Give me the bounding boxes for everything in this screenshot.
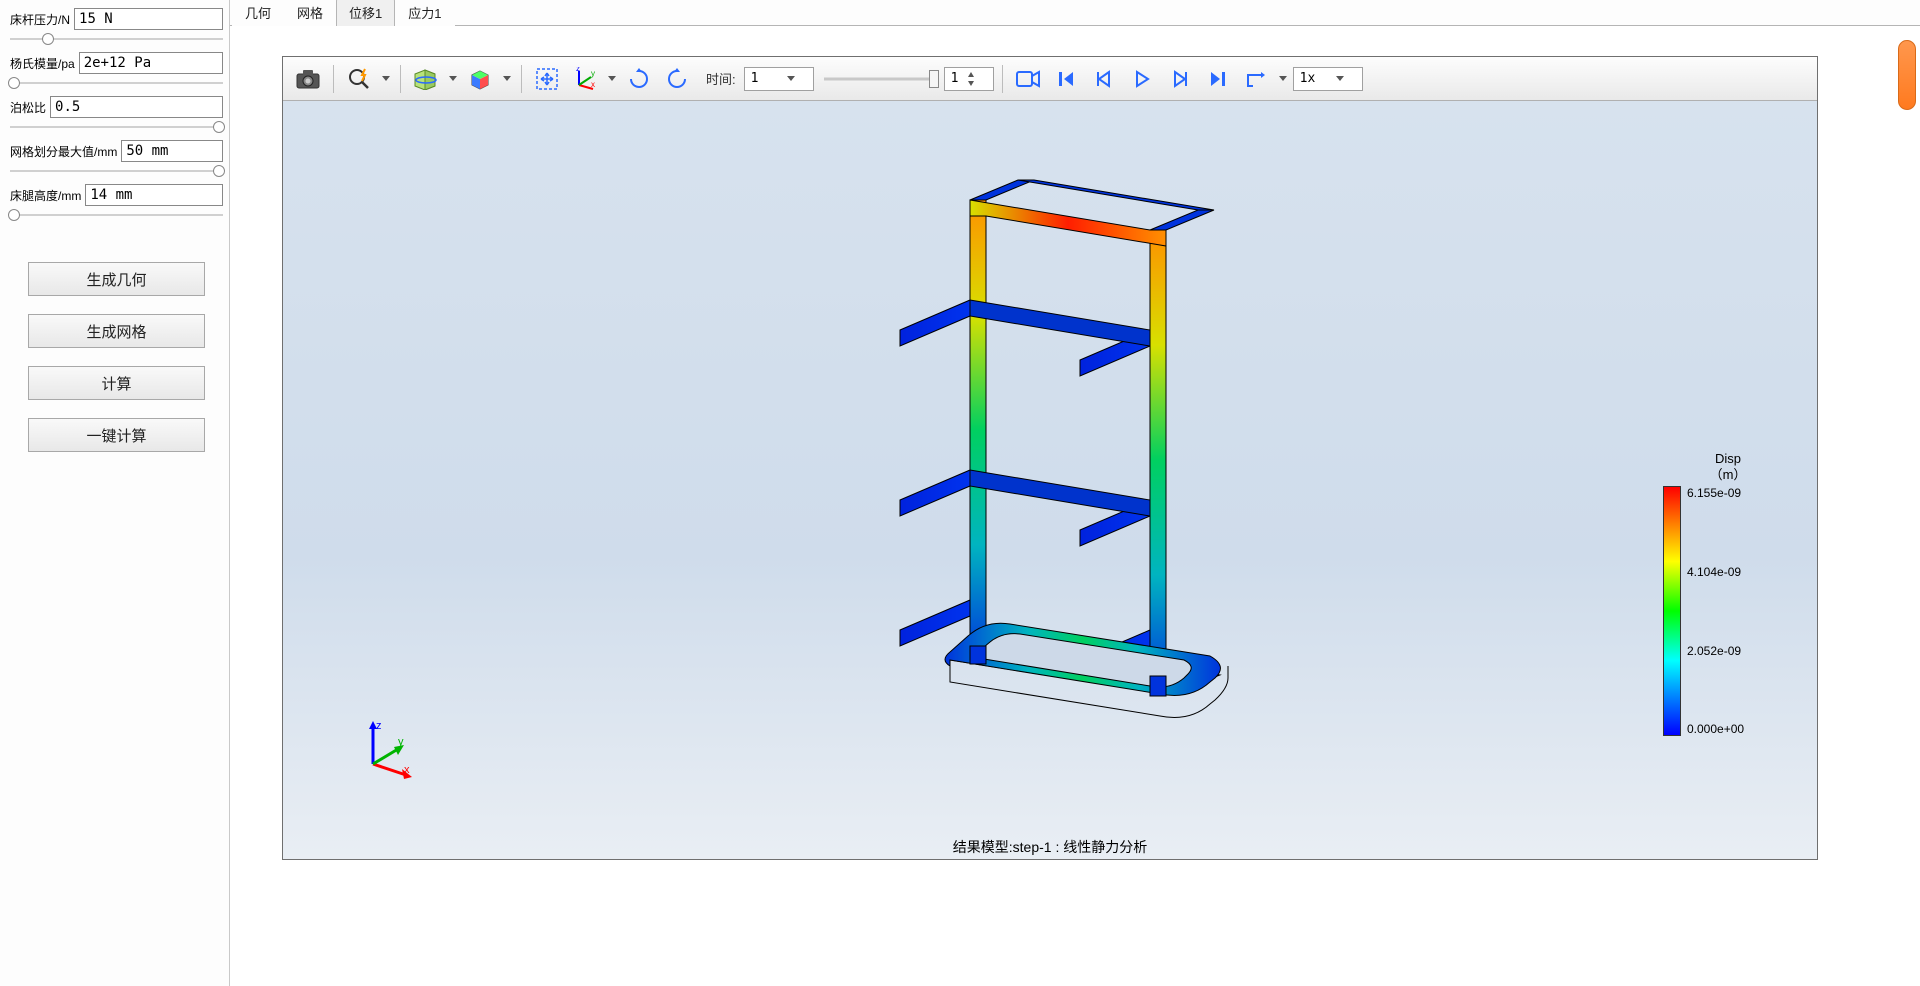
param-row-4: 床腿高度/mm xyxy=(10,184,223,222)
tab-网格[interactable]: 网格 xyxy=(284,0,336,26)
main-area: 几何网格位移1应力1 xyxy=(230,0,1920,986)
param-label: 杨氏模量/pa xyxy=(10,55,75,72)
action-buttons: 生成几何生成网格计算一键计算 xyxy=(10,262,223,452)
svg-text:z: z xyxy=(376,720,382,732)
axis-triad-button[interactable]: z xy xyxy=(568,62,602,96)
viewport-toolbar: z xy 时间: 1 1 xyxy=(283,57,1817,101)
speed-select[interactable]: 1x xyxy=(1293,67,1363,91)
fea-model xyxy=(850,170,1250,790)
action-button-3[interactable]: 一键计算 xyxy=(28,418,205,452)
legend-ticks: 6.155e-09 4.104e-09 2.052e-09 0.000e+00 xyxy=(1681,486,1793,736)
param-label: 网格划分最大值/mm xyxy=(10,143,117,160)
step-spinner[interactable]: 1 xyxy=(944,67,994,91)
anim-last-button[interactable] xyxy=(1201,62,1235,96)
param-label: 泊松比 xyxy=(10,99,46,116)
param-row-3: 网格划分最大值/mm xyxy=(10,140,223,178)
view-tabs: 几何网格位移1应力1 xyxy=(230,0,1920,26)
param-label: 床腿高度/mm xyxy=(10,187,81,204)
legend-title2: （m） xyxy=(1710,467,1747,482)
legend-tick: 0.000e+00 xyxy=(1687,722,1793,736)
tab-应力1[interactable]: 应力1 xyxy=(395,0,454,26)
tab-位移1[interactable]: 位移1 xyxy=(336,0,395,26)
axis-triad-icon: z x y xyxy=(358,719,418,779)
legend-tick: 6.155e-09 xyxy=(1687,486,1793,500)
svg-text:z: z xyxy=(576,67,580,73)
time-label: 时间: xyxy=(706,69,736,88)
param-input[interactable] xyxy=(121,140,223,162)
param-row-1: 杨氏模量/pa xyxy=(10,52,223,90)
param-slider[interactable] xyxy=(10,32,223,46)
param-slider[interactable] xyxy=(10,208,223,222)
clipping-plane-button[interactable] xyxy=(409,62,443,96)
param-row-0: 床杆压力/N xyxy=(10,8,223,46)
svg-text:x: x xyxy=(591,80,595,89)
param-slider[interactable] xyxy=(10,120,223,134)
result-caption: 结果模型:step-1 : 线性静力分析 xyxy=(953,837,1147,857)
action-button-0[interactable]: 生成几何 xyxy=(28,262,205,296)
anim-play-button[interactable] xyxy=(1125,62,1159,96)
fit-view-button[interactable] xyxy=(530,62,564,96)
anim-next-button[interactable] xyxy=(1163,62,1197,96)
rotate-ccw-button[interactable] xyxy=(660,62,694,96)
zoom-flash-dropdown[interactable] xyxy=(380,76,392,81)
clipping-dropdown[interactable] xyxy=(447,76,459,81)
rotate-cw-button[interactable] xyxy=(622,62,656,96)
time-select[interactable]: 1 xyxy=(744,67,814,91)
anim-loop-dropdown[interactable] xyxy=(1277,76,1289,81)
anim-loop-button[interactable] xyxy=(1239,62,1273,96)
axis-dropdown[interactable] xyxy=(606,76,618,81)
anim-record-button[interactable] xyxy=(1011,62,1045,96)
time-value: 1 xyxy=(751,71,759,86)
tab-几何[interactable]: 几何 xyxy=(232,0,284,26)
time-slider[interactable] xyxy=(824,69,934,89)
svg-text:y: y xyxy=(398,736,404,748)
legend-tick: 2.052e-09 xyxy=(1687,644,1793,658)
legend-tick: 4.104e-09 xyxy=(1687,565,1793,579)
param-label: 床杆压力/N xyxy=(10,11,70,28)
svg-text:x: x xyxy=(404,764,410,776)
param-row-2: 泊松比 xyxy=(10,96,223,134)
zoom-flash-button[interactable] xyxy=(342,62,376,96)
color-legend: Disp （m） 6.155e-09 4.104e-09 2.052e-09 0.00… xyxy=(1663,451,1793,736)
param-input[interactable] xyxy=(79,52,223,74)
screenshot-button[interactable] xyxy=(291,62,325,96)
param-input[interactable] xyxy=(50,96,223,118)
work-area: zxy 时间: 1 1 xyxy=(230,26,1920,986)
action-button-2[interactable]: 计算 xyxy=(28,366,205,400)
param-slider[interactable] xyxy=(10,164,223,178)
step-value: 1 xyxy=(951,71,959,86)
color-cube-button[interactable] xyxy=(463,62,497,96)
action-button-1[interactable]: 生成网格 xyxy=(28,314,205,348)
legend-title1: Disp xyxy=(1715,451,1741,466)
svg-text:y: y xyxy=(591,69,595,78)
param-input[interactable] xyxy=(85,184,223,206)
anim-first-button[interactable] xyxy=(1049,62,1083,96)
param-input[interactable] xyxy=(74,8,223,30)
parameter-panel: 床杆压力/N杨氏模量/pa泊松比网格划分最大值/mm床腿高度/mm 生成几何生成… xyxy=(0,0,230,986)
anim-prev-button[interactable] xyxy=(1087,62,1121,96)
viewport-canvas[interactable]: z x y Disp （m） 6.155e-09 4.104e-09 2.052e-… xyxy=(283,101,1817,859)
viewport-frame: zxy 时间: 1 1 xyxy=(282,56,1818,860)
speed-value: 1x xyxy=(1300,71,1316,86)
param-slider[interactable] xyxy=(10,76,223,90)
window-edge-indicator xyxy=(1898,40,1916,110)
legend-bar xyxy=(1663,486,1681,736)
color-cube-dropdown[interactable] xyxy=(501,76,513,81)
app-root: 床杆压力/N杨氏模量/pa泊松比网格划分最大值/mm床腿高度/mm 生成几何生成… xyxy=(0,0,1920,986)
